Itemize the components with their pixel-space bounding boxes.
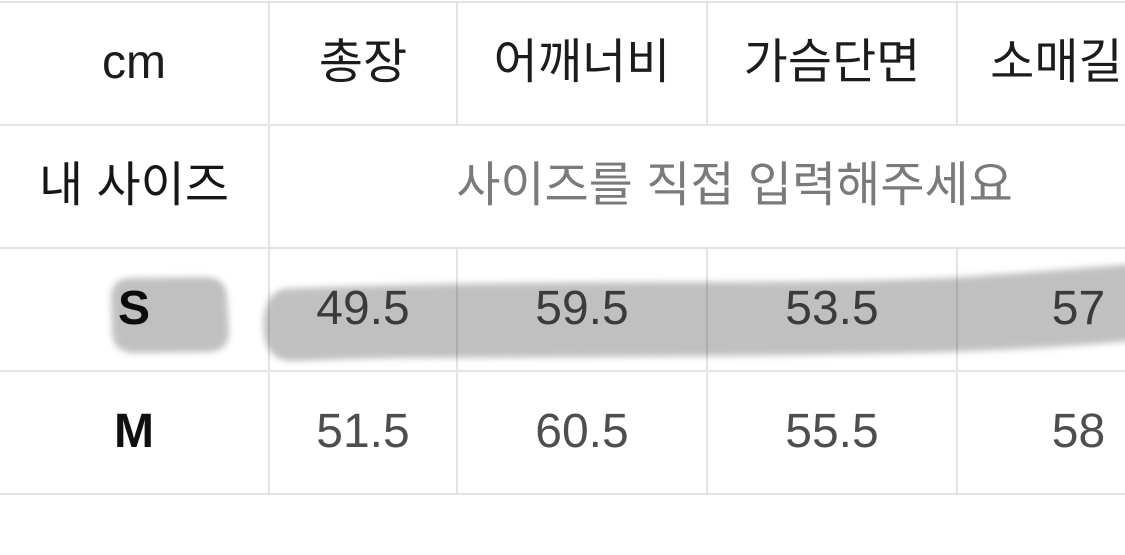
size-row-m: M 51.5 60.5 55.5 58 xyxy=(0,370,1125,495)
value-s-chest-width: 53.5 xyxy=(706,247,958,372)
size-chart-table: cm 총장 어깨너비 가슴단면 소매길이 내 사이즈 사이즈를 직접 입력해주세… xyxy=(0,1,1125,495)
unit-header-cell: cm xyxy=(0,1,270,126)
my-size-label: 내 사이즈 xyxy=(0,124,270,249)
value-s-shoulder-width: 59.5 xyxy=(456,247,708,372)
size-label-m: M xyxy=(0,370,270,495)
col-header-shoulder-width: 어깨너비 xyxy=(456,1,708,126)
my-size-row: 내 사이즈 사이즈를 직접 입력해주세요 xyxy=(0,124,1125,249)
col-header-chest-width: 가슴단면 xyxy=(706,1,958,126)
header-row: cm 총장 어깨너비 가슴단면 소매길이 xyxy=(0,1,1125,126)
value-m-shoulder-width: 60.5 xyxy=(456,370,708,495)
size-row-s: S 49.5 59.5 53.5 57 xyxy=(0,247,1125,372)
my-size-input-cell[interactable]: 사이즈를 직접 입력해주세요 xyxy=(268,124,1125,249)
value-s-sleeve-length: 57 xyxy=(956,247,1125,372)
value-m-total-length: 51.5 xyxy=(268,370,458,495)
col-header-sleeve-length: 소매길이 xyxy=(956,1,1125,126)
col-header-total-length: 총장 xyxy=(268,1,458,126)
value-m-chest-width: 55.5 xyxy=(706,370,958,495)
size-label-s: S xyxy=(0,247,270,372)
value-m-sleeve-length: 58 xyxy=(956,370,1125,495)
value-s-total-length: 49.5 xyxy=(268,247,458,372)
